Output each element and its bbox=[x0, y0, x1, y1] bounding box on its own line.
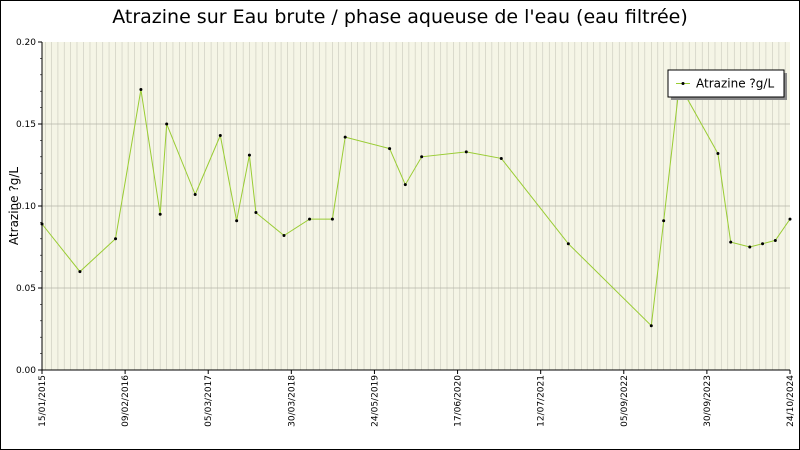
legend-marker bbox=[681, 82, 685, 85]
y-tick-label: 0.05 bbox=[16, 284, 36, 294]
data-point bbox=[165, 122, 169, 126]
data-point bbox=[193, 193, 197, 197]
series-line bbox=[41, 83, 791, 327]
x-tick-label: 30/09/2023 bbox=[703, 375, 713, 427]
legend-label: Atrazine ?g/L bbox=[696, 77, 774, 91]
chart-title: Atrazine sur Eau brute / phase aqueuse d… bbox=[112, 6, 688, 28]
data-point bbox=[662, 219, 666, 223]
x-tick-label: 12/07/2021 bbox=[537, 375, 547, 427]
x-tick-label: 24/05/2019 bbox=[370, 375, 380, 427]
data-point bbox=[114, 237, 118, 241]
data-point bbox=[788, 217, 792, 221]
y-tick-label: 0.15 bbox=[16, 120, 36, 130]
data-point bbox=[729, 240, 733, 244]
data-point bbox=[761, 242, 765, 246]
data-point bbox=[464, 150, 468, 154]
data-point bbox=[499, 156, 503, 160]
x-tick-label: 05/09/2022 bbox=[620, 375, 630, 427]
data-point bbox=[330, 217, 334, 221]
x-tick-label: 15/01/2015 bbox=[38, 375, 48, 427]
data-point bbox=[748, 245, 752, 249]
data-point bbox=[235, 219, 239, 223]
data-point bbox=[403, 183, 407, 187]
data-point bbox=[716, 152, 720, 156]
x-tick-label: 09/02/2016 bbox=[121, 375, 131, 427]
data-point bbox=[773, 238, 777, 242]
y-tick-label: 0.00 bbox=[16, 366, 36, 376]
x-tick-label: 17/06/2020 bbox=[454, 375, 464, 427]
data-point bbox=[139, 88, 143, 92]
data-point bbox=[282, 234, 286, 238]
data-point bbox=[649, 324, 653, 328]
x-tick-label: 24/10/2024 bbox=[786, 375, 796, 427]
data-point bbox=[420, 155, 424, 159]
x-tick-label: 05/03/2017 bbox=[204, 375, 214, 427]
data-point bbox=[566, 242, 570, 246]
data-point bbox=[247, 153, 251, 157]
x-tick-label: 30/03/2018 bbox=[287, 375, 297, 427]
data-point bbox=[218, 133, 222, 137]
data-point bbox=[388, 147, 392, 151]
data-point bbox=[78, 270, 82, 274]
data-point bbox=[158, 212, 162, 216]
data-point bbox=[40, 222, 44, 226]
y-tick-label: 0.10 bbox=[16, 202, 36, 212]
data-point bbox=[254, 211, 258, 215]
data-point bbox=[308, 217, 312, 221]
data-point bbox=[343, 135, 347, 139]
y-axis-label: Atrazine ?g/L bbox=[7, 167, 21, 245]
y-tick-label: 0.20 bbox=[16, 38, 36, 48]
